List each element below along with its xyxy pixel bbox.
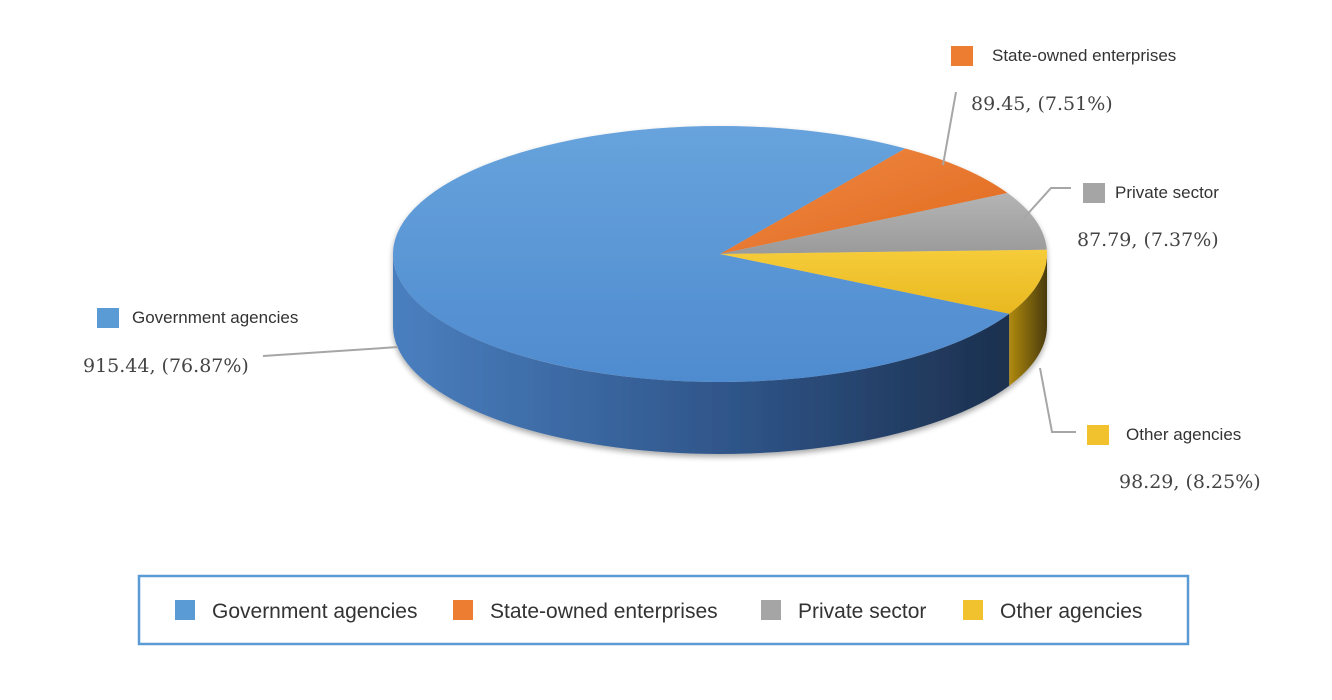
leader-line-private xyxy=(1023,187,1071,219)
legend-box xyxy=(137,574,1190,646)
slice-state-owned-top xyxy=(720,148,1008,254)
legend-item-other: Other agencies xyxy=(963,600,1142,623)
slice-label-private: Private sector 87.79, (7.37%) xyxy=(1077,183,1219,251)
legend-swatch xyxy=(175,600,195,620)
slice-label-swatch xyxy=(1087,425,1109,445)
leader-line-state-owned xyxy=(942,91,957,166)
legend-swatch xyxy=(453,600,473,620)
slice-other-side xyxy=(1009,254,1047,386)
slice-label-other: Other agencies 98.29, (8.25%) xyxy=(1087,425,1261,493)
slice-label-value: 915.44, (76.87%) xyxy=(83,355,249,377)
slice-label-swatch xyxy=(951,46,973,66)
slice-private-top xyxy=(720,193,1047,254)
slice-label-name: Government agencies xyxy=(132,308,298,327)
slice-label-name: Other agencies xyxy=(1126,425,1241,444)
slice-label-swatch xyxy=(97,308,119,328)
legend-item-private: Private sector xyxy=(761,600,926,623)
slice-government-side xyxy=(393,254,1010,455)
legend-item-government: Government agencies xyxy=(175,600,417,623)
leader-line-government xyxy=(262,346,399,357)
legend: Government agencies State-owned enterpri… xyxy=(137,574,1190,646)
slice-label-swatch xyxy=(1083,183,1105,203)
slice-label-value: 89.45, (7.51%) xyxy=(971,93,1113,115)
slice-label-state-owned: State-owned enterprises 89.45, (7.51%) xyxy=(951,46,1176,115)
slice-label-name: State-owned enterprises xyxy=(992,46,1176,65)
slice-label-government: Government agencies 915.44, (76.87%) xyxy=(83,308,298,377)
slice-label-value: 87.79, (7.37%) xyxy=(1077,229,1219,251)
legend-label: Other agencies xyxy=(1000,600,1142,623)
legend-item-state-owned: State-owned enterprises xyxy=(453,600,718,623)
slice-label-value: 98.29, (8.25%) xyxy=(1119,471,1261,493)
slice-other-top xyxy=(720,249,1047,314)
pie-body xyxy=(393,125,1047,455)
slice-label-name: Private sector xyxy=(1115,183,1219,202)
legend-label: Government agencies xyxy=(212,600,417,623)
slice-government-top xyxy=(393,125,1010,382)
legend-label: State-owned enterprises xyxy=(490,600,718,623)
leader-line-other xyxy=(1039,367,1076,433)
legend-swatch xyxy=(761,600,781,620)
leader-lines xyxy=(262,91,1076,433)
legend-label: Private sector xyxy=(798,600,926,623)
legend-swatch xyxy=(963,600,983,620)
